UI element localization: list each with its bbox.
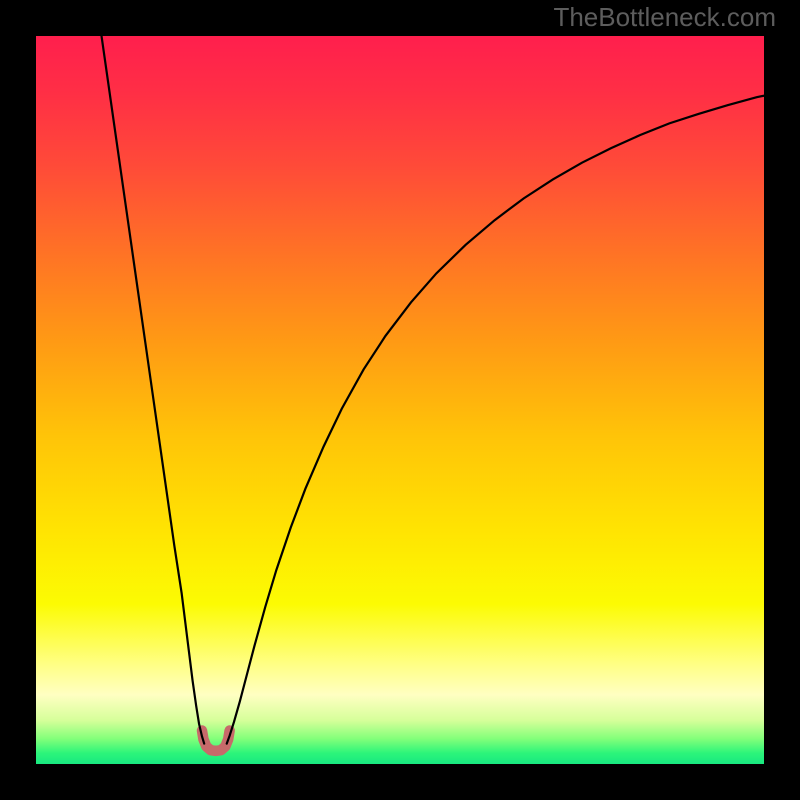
plot-area [36, 36, 764, 764]
watermark-text: TheBottleneck.com [553, 2, 776, 33]
bottleneck-curve-right [227, 96, 764, 744]
valley-marker [202, 731, 230, 751]
bottleneck-curve-left [102, 36, 205, 744]
curve-layer [36, 36, 764, 764]
